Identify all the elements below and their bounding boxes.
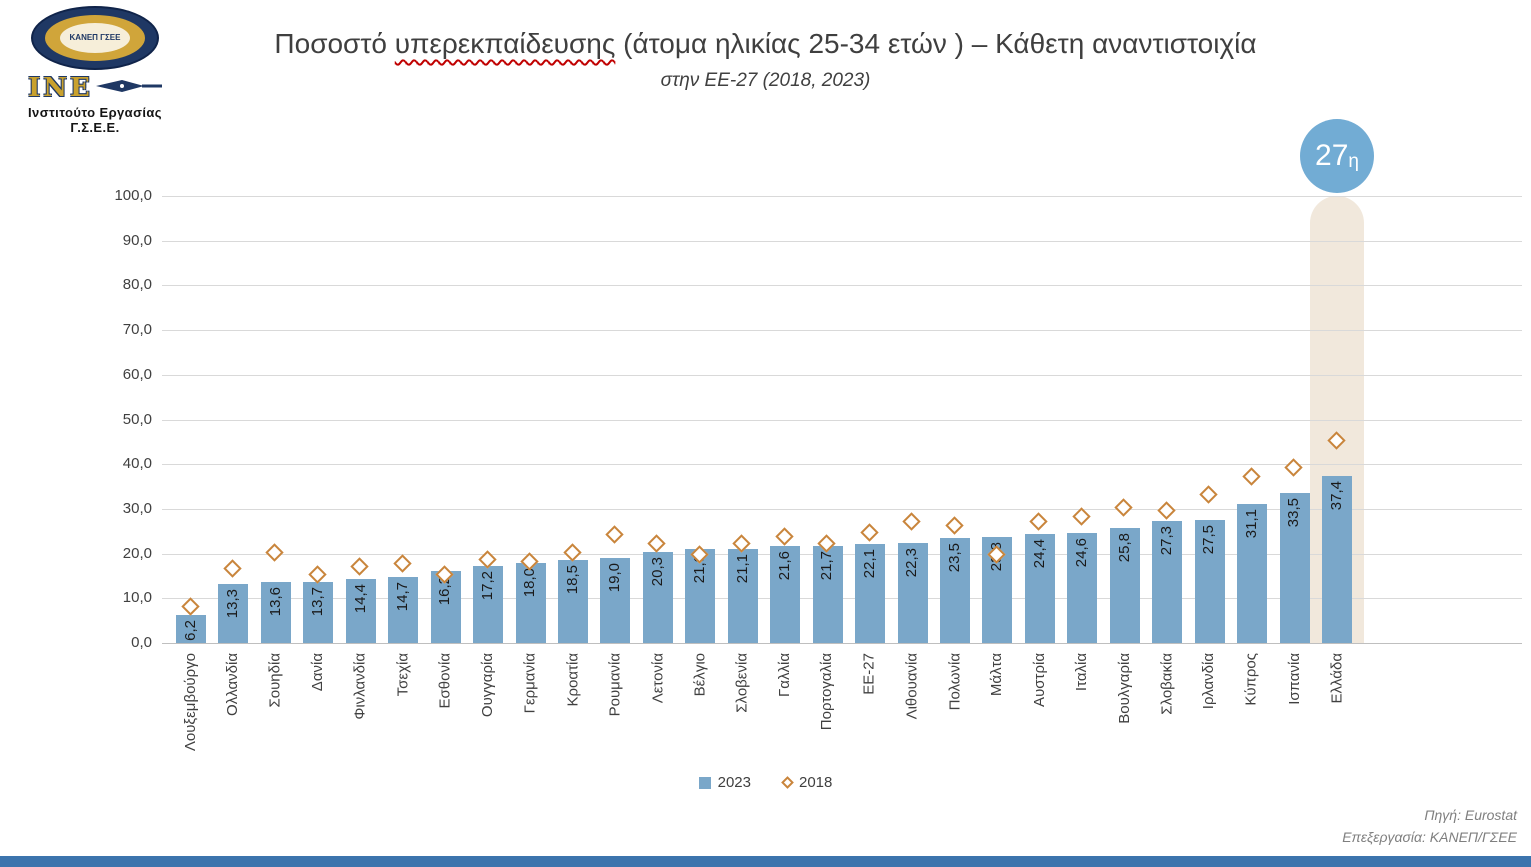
bar-2023 [218,583,249,643]
marker-2018 [1284,458,1303,477]
marker-2018 [605,525,624,544]
bar-2023 [1067,533,1098,643]
chart-title: Ποσοστό υπερεκπαίδευσης (άτομα ηλικίας 2… [274,28,1257,59]
bar-2023 [1194,520,1225,643]
y-axis-label: 10,0 [122,589,152,607]
y-axis-label: 40,0 [122,455,152,473]
gridline [162,508,1522,510]
marker-2018 [1072,507,1091,527]
bar-2023 [727,548,758,643]
marker-2018 [393,554,412,573]
y-axis-label: 80,0 [122,276,152,294]
footer-strip [0,856,1531,867]
y-axis-label: 100,0 [114,187,152,204]
source-line: Επεξεργασία: ΚΑΝΕΠ/ΓΣΕΕ [1342,829,1517,846]
kanep-circle-logo: ΚΑΝΕΠ ΓΣΕΕ [31,6,159,70]
ine-gsee-logo: ΚΑΝΕΠ ΓΣΕΕ ΙΝΕ Ινστιτούτο Εργασίας Γ.Σ.Ε… [12,6,178,135]
bar-2023 [600,558,631,643]
title-underlined-word: υπερεκπαίδευσης [394,28,616,59]
y-axis-label: 20,0 [122,544,152,562]
bar-2023 [1109,527,1140,643]
marker-2018 [1157,500,1176,520]
bar-2023 [897,543,928,643]
bar-2023 [770,546,801,643]
bar-2023 [558,560,588,643]
gridline [162,464,1522,466]
chart-subtitle: στην ΕΕ-27 (2018, 2023) [660,70,871,91]
marker-2018 [265,543,285,562]
marker-2018 [180,597,200,616]
marker-2018 [562,543,582,562]
marker-2018 [944,516,964,535]
legend-item-2018: 2018 [781,774,833,791]
bar-2023 [176,615,206,643]
y-axis-label: 50,0 [122,410,152,428]
bar-2023 [303,581,334,643]
bar-2023 [1279,493,1310,643]
legend-square-icon [698,776,711,789]
y-axis-label: 60,0 [122,365,152,383]
bar-2023 [473,566,504,643]
y-axis-label: 0,0 [131,634,152,651]
chart-legend: 2023 2018 [0,774,1531,791]
bar-2023 [1152,520,1183,643]
bar-2023 [345,578,376,643]
gridline [162,330,1522,332]
rank-badge: 27 η [1300,119,1374,193]
gridline [162,419,1522,421]
bar-2023 [812,546,843,643]
marker-2018 [859,523,879,542]
bar-2023 [1024,533,1055,643]
kanep-logo-text: ΚΑΝΕΠ ΓΣΕΕ [60,23,130,53]
pen-icon [95,78,162,99]
bar-2023 [1237,503,1268,643]
source-note: Πηγή: Eurostat Επεξεργασία: ΚΑΝΕΠ/ΓΣΕΕ [1342,804,1517,849]
legend-item-2023: 2023 [698,774,751,791]
gridline [162,240,1522,242]
bar-2023 [388,577,419,643]
x-axis-line [162,643,1522,644]
bar-2023 [685,549,716,643]
bar-2023 [260,582,291,643]
bar-2023 [642,552,673,643]
y-axis-label: 70,0 [122,321,152,339]
legend-label: 2018 [799,774,833,791]
bar-2023 [1322,475,1352,643]
marker-2018 [902,512,921,531]
institute-name: Ινστιτούτο Εργασίας Γ.Σ.Ε.Ε. [28,105,162,135]
y-axis-label: 90,0 [122,231,152,249]
bar-2023 [855,544,886,643]
legend-label: 2023 [717,774,751,791]
gridline [162,374,1522,376]
marker-2018 [1114,498,1133,518]
marker-2018 [223,559,242,578]
bar-2023 [430,570,461,643]
y-axis-label: 30,0 [122,499,152,517]
marker-2018 [1199,485,1218,504]
ine-logo-text: ΙΝΕ [28,73,93,103]
legend-diamond-icon [781,776,794,789]
marker-2018 [647,534,667,553]
bar-2023 [515,562,546,643]
marker-2018 [1029,512,1049,531]
gridline [162,196,1522,197]
marker-2018 [775,527,794,547]
bar-2023 [940,537,970,643]
marker-2018 [350,556,369,576]
source-line: Πηγή: Eurostat [1424,807,1517,823]
marker-2018 [1241,467,1261,486]
gridline [162,285,1522,287]
